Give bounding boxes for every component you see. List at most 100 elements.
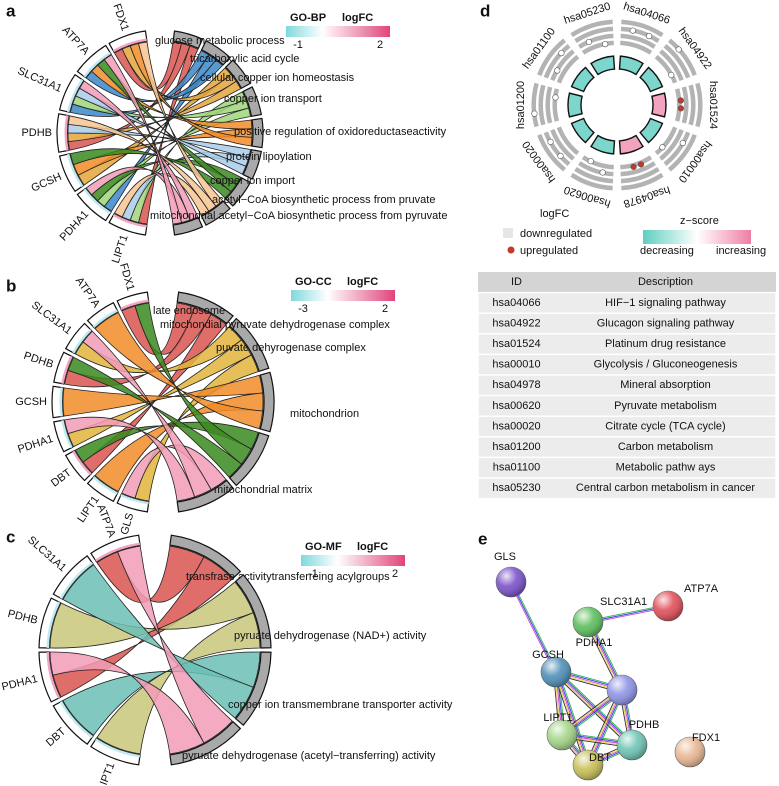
term-label: acetyl−CoA biosynthetic process from pru… [212, 194, 435, 206]
gene-arc [116, 291, 150, 311]
score-ring [538, 84, 546, 126]
table-cell: hsa04978 [492, 379, 540, 391]
legend-up-swatch [507, 246, 515, 254]
table-header: ID [511, 276, 522, 288]
table-cell: Mineral absorption [620, 379, 711, 391]
zscore-arc [639, 117, 664, 144]
legend-max: 2 [392, 568, 398, 580]
term-arc [251, 117, 264, 149]
gene-arc [58, 73, 85, 113]
edge [558, 671, 591, 765]
gene-logfc-band [95, 738, 141, 758]
network: e GLS SLC31A1 ATP7A GCSH PDHA1 LIPT1 PDHB DBT FDX… [478, 529, 720, 781]
score-ring [574, 26, 614, 43]
gene-label: LIPT1 [96, 761, 118, 786]
zscore-arc [618, 134, 644, 155]
score-ring [570, 172, 613, 191]
legend-up: upregulated [520, 245, 578, 257]
table-cell: hsa00620 [492, 400, 540, 412]
gene-dot [677, 97, 684, 104]
legend-increasing: increasing [716, 245, 766, 257]
score-ring [552, 88, 560, 122]
edge [554, 672, 588, 766]
legend-min: -1 [308, 568, 318, 580]
zscore-arc [570, 117, 595, 144]
edge [553, 672, 586, 766]
zscore-arc [651, 92, 667, 118]
score-ring [531, 82, 539, 128]
legend-title: GO-CC [295, 276, 332, 288]
table-cell: hsa05230 [492, 482, 540, 494]
score-ring [667, 134, 697, 172]
score-ring [537, 134, 567, 172]
gene-dot [554, 67, 561, 74]
gene-label: PDHB [21, 127, 52, 139]
legend-min: -1 [293, 39, 303, 51]
edge [511, 581, 558, 672]
gene-label: PDHB [22, 350, 55, 371]
term-arc [234, 573, 272, 649]
gene-dot [531, 110, 538, 117]
term-label: pyruate dehydrogenase (acetyl−transferri… [182, 750, 436, 762]
score-ring [550, 129, 575, 161]
gene-arc [64, 322, 93, 355]
gene-logfc-band [59, 561, 94, 599]
node-label: DBT [589, 752, 611, 764]
gene-label: PDHB [6, 608, 39, 627]
node-shine [541, 657, 571, 687]
legend-scale: logFC [357, 541, 388, 553]
edge [556, 671, 590, 765]
gene-dot [630, 163, 637, 170]
gene-label: GLS [119, 512, 137, 536]
table-cell: Carbon metabolism [618, 441, 713, 453]
score-ring [620, 33, 656, 49]
term-label: tricarboxylic acid cycle [190, 53, 299, 65]
zscore-arc [639, 66, 664, 93]
term-arc [200, 200, 231, 226]
legend-max: 2 [377, 39, 383, 51]
table-cell: Glucagon signaling pathway [597, 317, 735, 329]
gene-label: ATP7A [73, 275, 103, 310]
table-cell: hsa01200 [492, 441, 540, 453]
ribbons [62, 302, 264, 502]
term-arc [228, 317, 270, 373]
term-label: copper ion transmembrane transporter act… [228, 699, 453, 711]
term-label: glucose metabolic process [155, 35, 285, 47]
node-shine [675, 737, 705, 767]
gene-dot [646, 33, 653, 40]
chord-panel: c GO-MF logFC -1 2 ATP7A SLC31A1 PDHB PDHA1 DBT LI… [0, 503, 452, 786]
gene-logfc-band [92, 309, 118, 328]
gene-label: GCSH [30, 171, 64, 195]
gene-label: DBT [44, 725, 69, 749]
score-ring [659, 49, 684, 81]
table-cell: Pyruvate metabolism [614, 400, 717, 412]
score-ring [695, 82, 703, 128]
zscore-arc [590, 55, 616, 76]
gene-arc [86, 301, 119, 329]
term-arc [242, 148, 263, 180]
term-arc [259, 371, 275, 433]
gene-logfc-band [66, 153, 84, 188]
gene-dot [602, 41, 609, 48]
term-label: transfrase activitytransferreing acylgro… [186, 571, 390, 583]
edge [510, 581, 557, 673]
zscore-arc [567, 92, 583, 118]
gene-dot [677, 105, 685, 112]
term-label: positive regulation of oxidoreductaseact… [234, 126, 447, 138]
score-ring [545, 86, 553, 124]
ribbon [62, 564, 254, 719]
gene-logfc-band [46, 601, 61, 648]
legend-gradient [301, 555, 405, 566]
panel-label: a [6, 1, 16, 20]
edge [555, 671, 589, 766]
ribbon [94, 312, 264, 430]
score-ring [681, 86, 689, 124]
gene-arc [86, 475, 119, 503]
legend-down: downregulated [520, 228, 592, 240]
node-shine [617, 730, 647, 760]
table-cell: hsa00010 [492, 359, 540, 371]
gene-logfc-band [95, 542, 141, 562]
gene-logfc-band [83, 51, 111, 78]
score-ring [620, 167, 660, 184]
